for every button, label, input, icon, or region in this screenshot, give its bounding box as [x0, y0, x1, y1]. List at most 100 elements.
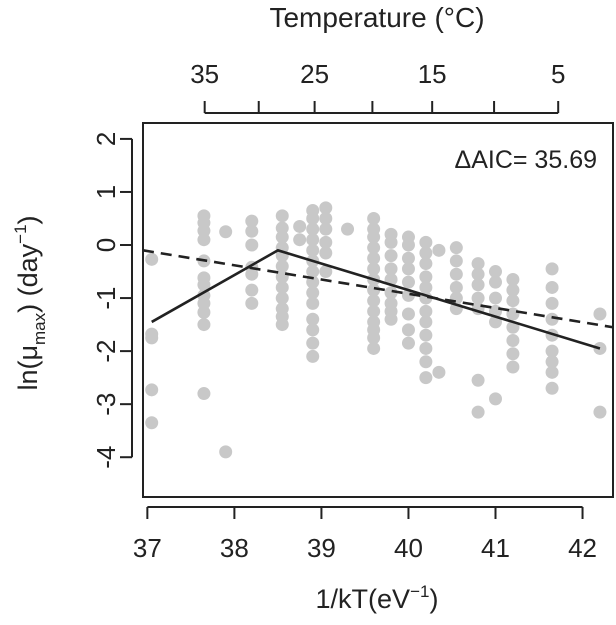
top-tick-label: 25 [300, 59, 329, 89]
data-point [341, 222, 355, 236]
data-point [219, 225, 233, 239]
data-point [319, 222, 333, 236]
bottom-axis-title: 1/kT(eV−1) [316, 582, 439, 614]
left-tick-label: 0 [91, 238, 121, 252]
data-point [419, 315, 433, 329]
data-point [384, 235, 398, 249]
data-point [401, 238, 415, 252]
data-point [545, 312, 559, 326]
data-point [471, 257, 485, 271]
aic-annotation: ΔAIC= 35.69 [455, 146, 597, 174]
data-point [545, 355, 559, 369]
data-point [471, 373, 485, 387]
data-point [545, 262, 559, 276]
data-point [245, 296, 259, 310]
data-point [545, 344, 559, 358]
data-point [506, 360, 520, 374]
data-point [306, 323, 320, 337]
bottom-axis: 37 38 39 40 41 42 [133, 506, 597, 563]
data-point [293, 233, 307, 247]
data-point [401, 275, 415, 289]
data-point [384, 249, 398, 263]
data-point [145, 252, 159, 266]
data-point [471, 291, 485, 305]
data-point [401, 251, 415, 265]
plot-frame [142, 122, 614, 498]
data-point [319, 265, 333, 279]
bottom-tick-label: 38 [220, 533, 249, 563]
data-point [367, 230, 381, 244]
top-tick-label: 5 [551, 59, 565, 89]
data-point [319, 201, 333, 215]
data-point [306, 349, 320, 363]
data-point [306, 336, 320, 350]
data-point [367, 262, 381, 276]
fit-line-solid [151, 248, 601, 350]
data-point [293, 219, 307, 233]
data-point [593, 405, 607, 419]
bottom-tick-label: 42 [568, 533, 597, 563]
data-point [401, 323, 415, 337]
data-point [471, 267, 485, 281]
xlabel-sup: −1 [410, 582, 429, 601]
data-point [319, 211, 333, 225]
data-point [319, 246, 333, 260]
data-point [245, 267, 259, 281]
data-point [245, 224, 259, 238]
left-axis: 2 1 0 -1 -2 -3 -4 [91, 132, 133, 469]
xlabel-close: ) [429, 584, 438, 614]
data-point [419, 341, 433, 355]
data-point [275, 221, 289, 235]
top-axis: 35 25 15 5 [190, 59, 565, 114]
data-point [506, 272, 520, 286]
data-point [367, 304, 381, 318]
bottom-tick-label: 41 [481, 533, 510, 563]
data-point [489, 275, 502, 289]
data-point [275, 209, 289, 223]
data-point [367, 283, 381, 297]
data-point [384, 262, 398, 276]
data-point [419, 246, 433, 260]
data-point [545, 296, 559, 310]
left-axis-title: ln(μmax) (day−1) [11, 215, 49, 390]
left-tick-label: -4 [91, 446, 121, 469]
data-point [197, 233, 211, 247]
data-point [306, 312, 320, 326]
data-point [367, 241, 381, 255]
data-point [275, 259, 289, 273]
top-tick-label: 35 [190, 59, 219, 89]
data-point [384, 286, 398, 300]
top-tick-label: 15 [418, 59, 447, 89]
fit-lines [142, 248, 614, 350]
data-point [306, 233, 320, 247]
data-point [145, 331, 159, 345]
data-point [275, 280, 289, 294]
data-point [449, 267, 463, 281]
data-point [432, 243, 446, 257]
data-point [245, 214, 259, 228]
data-point [197, 278, 211, 292]
data-points [145, 201, 607, 459]
data-point [449, 254, 463, 268]
data-point [197, 387, 211, 401]
data-point [593, 307, 607, 321]
data-point [367, 251, 381, 265]
data-point [506, 283, 520, 297]
data-point [306, 222, 320, 236]
data-point [367, 341, 381, 355]
data-point [197, 305, 211, 319]
data-point [275, 291, 289, 305]
left-tick-label: -2 [91, 340, 121, 363]
data-point [197, 318, 211, 332]
left-tick-label: -1 [91, 287, 121, 310]
data-point [197, 296, 211, 310]
data-point [367, 331, 381, 345]
data-point [219, 445, 233, 459]
data-point [401, 262, 415, 276]
data-point [319, 235, 333, 249]
data-point [245, 238, 259, 252]
data-point [545, 381, 559, 395]
data-point [401, 336, 415, 350]
bottom-tick-label: 39 [307, 533, 336, 563]
data-point [306, 265, 320, 279]
